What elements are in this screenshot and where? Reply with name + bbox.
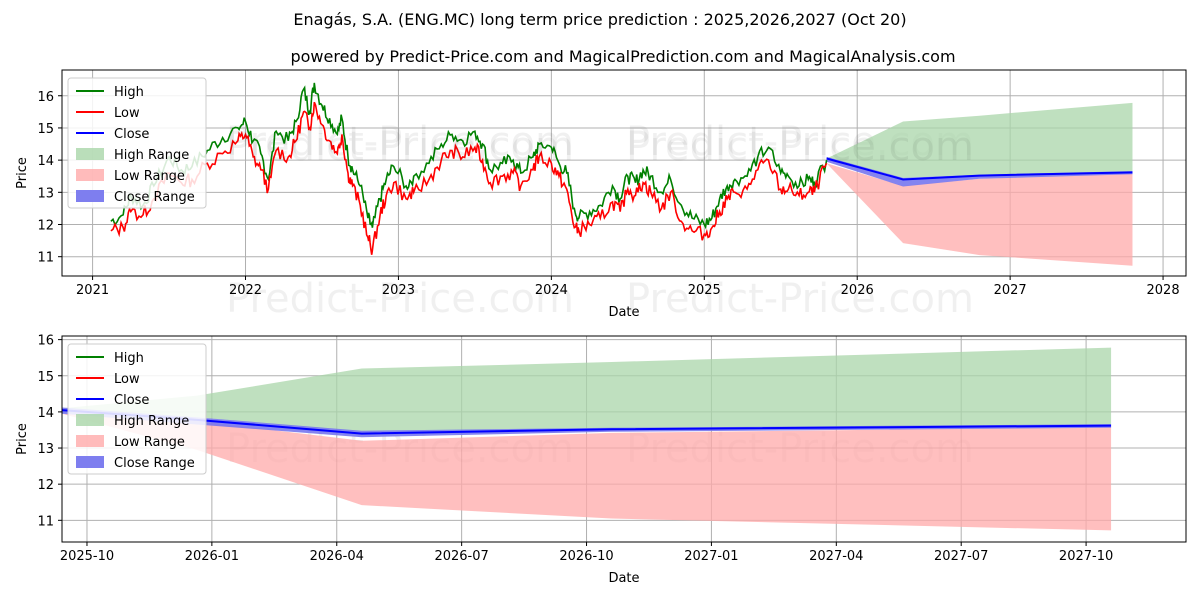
- legend-label: Low Range: [114, 169, 185, 184]
- y-tick-label: 12: [37, 478, 54, 493]
- chart-subtitle: powered by Predict-Price.com and Magical…: [290, 47, 955, 66]
- y-tick-label: 16: [37, 334, 54, 349]
- legend-label: High Range: [114, 148, 189, 163]
- x-tick-label: 2025-10: [60, 549, 114, 564]
- x-axis-label: Date: [608, 305, 639, 320]
- x-tick-label: 2027: [994, 283, 1027, 298]
- y-tick-label: 15: [37, 370, 54, 385]
- x-tick-label: 2027-04: [809, 549, 863, 564]
- x-tick-label: 2026: [841, 283, 874, 298]
- x-tick-label: 2026-04: [310, 549, 364, 564]
- low-range-band: [62, 413, 1112, 531]
- y-tick-label: 11: [37, 251, 54, 266]
- legend-swatch: [76, 414, 104, 426]
- x-tick-label: 2025: [688, 283, 721, 298]
- y-tick-label: 14: [37, 406, 54, 421]
- legend-label: Close: [114, 393, 149, 408]
- y-tick-label: 15: [37, 122, 54, 137]
- x-tick-label: 2027-01: [684, 549, 738, 564]
- bottom-chart-panel: Predict-Price.com Predict-Price.com Predic…: [15, 124, 1187, 586]
- watermark-text: Predict-Price.com: [626, 124, 974, 170]
- y-axis-label: Price: [15, 157, 30, 189]
- y-tick-label: 16: [37, 90, 54, 105]
- y-tick-label: 13: [37, 442, 54, 457]
- legend-label: Close Range: [114, 190, 195, 205]
- low-range-band: [826, 163, 1133, 266]
- top-chart-panel: Predict-Price.com Predict-Price.com Predic…: [15, 69, 1187, 322]
- x-tick-label: 2022: [229, 283, 262, 298]
- low-series-line: [110, 101, 828, 255]
- plot-frame: [61, 69, 1187, 277]
- y-axis-label: Price: [15, 423, 30, 455]
- close-forecast-line: [826, 157, 1133, 181]
- high-range-band: [826, 102, 1133, 178]
- high-series-line: [110, 82, 828, 230]
- legend-label: Low: [114, 106, 140, 121]
- y-tick-label: 11: [37, 514, 54, 529]
- legend-label: High Range: [114, 414, 189, 429]
- high-range-band: [62, 347, 1112, 432]
- x-tick-label: 2021: [76, 283, 109, 298]
- legend-swatch: [76, 148, 104, 160]
- x-tick-label: 2027-10: [1059, 549, 1113, 564]
- plot-frame: [61, 335, 1187, 543]
- legend-swatch: [76, 169, 104, 181]
- legend-label: Close Range: [114, 456, 195, 471]
- legend-swatch: [76, 456, 104, 468]
- legend-label: High: [114, 85, 144, 100]
- watermark-text: Predict-Price.com: [226, 124, 574, 170]
- legend-label: Low: [114, 372, 140, 387]
- y-tick-label: 12: [37, 219, 54, 234]
- watermark-text: Predict-Price.com: [626, 276, 974, 322]
- x-tick-label: 2027-07: [934, 549, 988, 564]
- watermark-text: Predict-Price.com: [226, 276, 574, 322]
- legend-label: Close: [114, 127, 149, 142]
- x-tick-label: 2026-10: [559, 549, 613, 564]
- legend-swatch: [76, 435, 104, 447]
- x-tick-label: 2026-01: [185, 549, 239, 564]
- legend-swatch: [76, 190, 104, 202]
- y-tick-label: 13: [37, 186, 54, 201]
- legend-label: High: [114, 351, 144, 366]
- x-tick-label: 2024: [535, 283, 568, 298]
- x-tick-label: 2026-07: [434, 549, 488, 564]
- x-tick-label: 2028: [1147, 283, 1180, 298]
- x-axis-label: Date: [608, 571, 639, 586]
- x-tick-label: 2023: [382, 283, 415, 298]
- chart-title: Enagás, S.A. (ENG.MC) long term price pr…: [293, 10, 906, 29]
- legend-label: Low Range: [114, 435, 185, 450]
- y-tick-label: 14: [37, 154, 54, 169]
